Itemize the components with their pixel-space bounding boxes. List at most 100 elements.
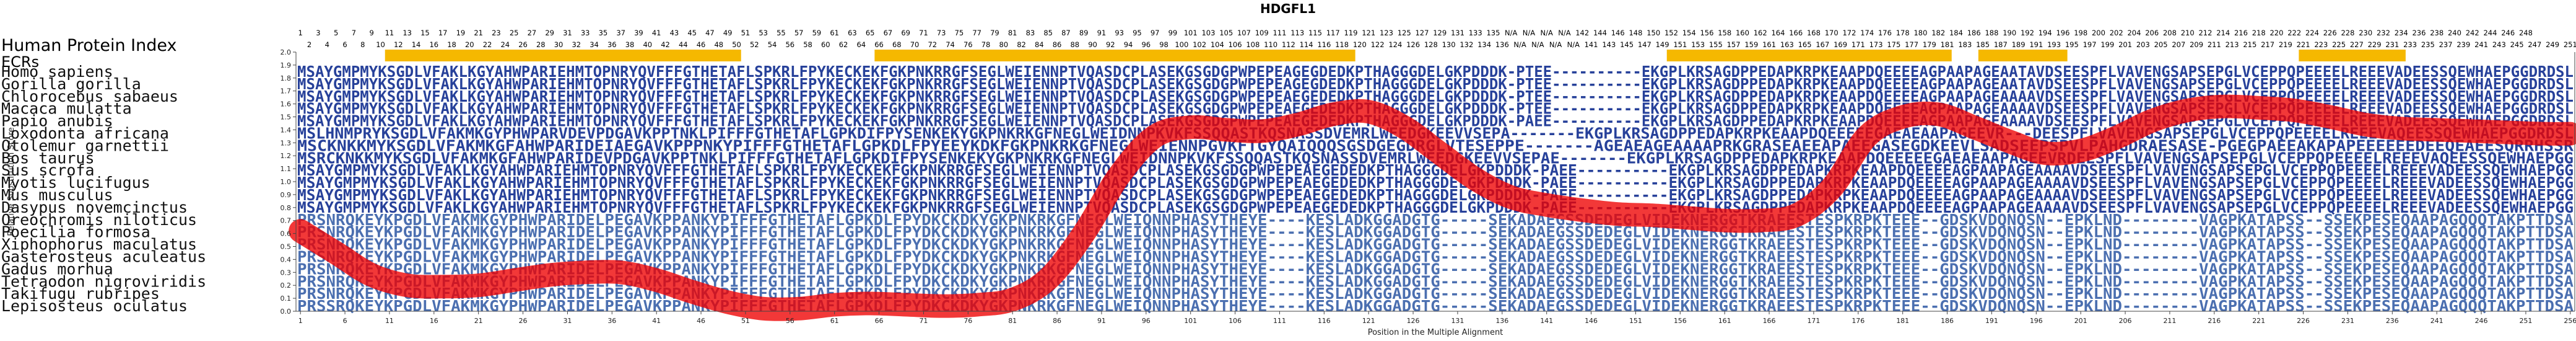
index-label: 251 [2564, 40, 2576, 49]
x-tick-label: 226 [2297, 317, 2310, 325]
index-label: 56 [785, 40, 794, 49]
index-label: 233 [2403, 40, 2417, 49]
index-label: N/A [1541, 29, 1553, 37]
y-tick-label: 1.1 [281, 165, 292, 173]
x-tick-label: 61 [830, 317, 839, 325]
x-tick-label: 56 [786, 317, 794, 325]
index-label: 61 [830, 29, 839, 37]
index-label: 69 [901, 29, 910, 37]
index-label: 64 [856, 40, 866, 49]
index-label: 52 [750, 40, 759, 49]
index-label: 231 [2385, 40, 2399, 49]
species-label: Otolemur garnettii [1, 136, 169, 154]
x-tick-label: 76 [964, 317, 972, 325]
index-label: 179 [1923, 40, 1936, 49]
index-label: 28 [536, 40, 546, 49]
sequence-row: MSAYGMPMYKSGDLVFAKLKGYAHWPARIEHMTOPNRYQV… [297, 63, 2574, 81]
index-label: 114 [1300, 40, 1313, 49]
index-label: 162 [1754, 29, 1767, 37]
x-tick-label: 1 [298, 317, 303, 325]
index-label: 214 [2216, 29, 2230, 37]
sequence-row: PRSNRQKEYKPGDLVFAKMKGYPHWPARIDELPEGAVKPP… [297, 211, 2574, 229]
y-tick-label: 0.2 [281, 281, 292, 290]
x-tick-label: 101 [1184, 317, 1197, 325]
index-label: 186 [1967, 29, 1981, 37]
index-label: 206 [2145, 29, 2159, 37]
species-label: Sus scrofa [1, 161, 95, 179]
index-label: 230 [2359, 29, 2372, 37]
ecr-bar [1978, 50, 2068, 61]
index-label: 40 [643, 40, 652, 49]
index-label: 11 [385, 29, 394, 37]
ecr-bar [874, 50, 1355, 61]
sequence-row: MSAYGMPMYKSGDLVFAKLKGYAHWPARIEHMTOPNRYQV… [297, 75, 2574, 93]
index-label: 98 [1159, 40, 1168, 49]
index-label: 120 [1353, 40, 1367, 49]
index-label: 178 [1896, 29, 1910, 37]
index-label: 238 [2430, 29, 2443, 37]
index-label: 132 [1460, 40, 1473, 49]
index-label: 97 [1151, 29, 1160, 37]
index-label: 203 [2136, 40, 2150, 49]
index-label: 65 [866, 29, 875, 37]
x-tick-label: 211 [2163, 317, 2176, 325]
index-label: 20 [465, 40, 474, 49]
index-label: 83 [1026, 29, 1035, 37]
index-label: 196 [2056, 29, 2069, 37]
index-label: 224 [2305, 29, 2319, 37]
index-label: 151 [1673, 40, 1687, 49]
index-label: 134 [1477, 40, 1491, 49]
index-label: 84 [1035, 40, 1044, 49]
index-label: 67 [884, 29, 893, 37]
species-label: Lepisosteus oculatus [1, 297, 188, 315]
y-tick-label: 0.7 [281, 217, 292, 225]
sequence-row: PRSNRQKEYKPGDLVFAKMKGYPHWPARIDELPEGAVKPP… [297, 223, 2574, 241]
index-label: N/A [1505, 29, 1517, 37]
x-tick-label: 121 [1362, 317, 1375, 325]
index-label: 74 [946, 40, 955, 49]
index-label: 227 [2350, 40, 2364, 49]
ecr-bar [1666, 50, 1952, 61]
index-label: 135 [1486, 29, 1500, 37]
x-tick-label: 141 [1540, 317, 1553, 325]
index-label: 70 [910, 40, 920, 49]
index-label: 24 [500, 40, 510, 49]
x-tick-label: 96 [1142, 317, 1151, 325]
index-label: 165 [1798, 40, 1812, 49]
index-label: 241 [2474, 40, 2488, 49]
index-label: 123 [1380, 29, 1393, 37]
x-tick-label: 36 [607, 317, 616, 325]
index-label: 26 [518, 40, 528, 49]
index-label: 35 [599, 29, 608, 37]
index-label: 22 [483, 40, 492, 49]
index-label: 210 [2181, 29, 2195, 37]
index-label: 112 [1282, 40, 1295, 49]
x-tick-label: 206 [2119, 317, 2132, 325]
index-label: 187 [1994, 40, 2008, 49]
index-label: 102 [1193, 40, 1206, 49]
ecr-bar [2299, 50, 2406, 61]
index-label: 81 [1008, 29, 1017, 37]
x-tick-label: 246 [2475, 317, 2488, 325]
index-label: 166 [1789, 29, 1803, 37]
index-label: 225 [2332, 40, 2346, 49]
index-label: 117 [1326, 29, 1340, 37]
index-label: 99 [1168, 29, 1178, 37]
y-axis-label: Relative Substitution Score [7, 127, 16, 236]
index-label: 17 [438, 29, 448, 37]
index-label: 192 [2021, 29, 2034, 37]
index-label: 3 [316, 29, 320, 37]
x-tick-label: 86 [1053, 317, 1061, 325]
y-tick-label: 1.5 [281, 113, 292, 122]
index-label: 195 [2065, 40, 2079, 49]
index-label: 71 [919, 29, 928, 37]
index-label: 234 [2395, 29, 2408, 37]
index-label: 212 [2198, 29, 2212, 37]
index-label: 50 [732, 40, 741, 49]
axes: 0.0 0.1 0.2 0.3 0.4 0.5 0.6 0.7 0.8 0.9 1.0 1.1 1.2 1… [281, 48, 2576, 325]
y-tick-label: 1.6 [281, 100, 292, 108]
index-label: 197 [2083, 40, 2097, 49]
index-label: 153 [1691, 40, 1705, 49]
sequence-row: MSAYGMPMYKSGDLVFAKLKGYAHWPARIEHMTOPNRYQV… [297, 198, 2574, 216]
index-label: 92 [1106, 40, 1115, 49]
